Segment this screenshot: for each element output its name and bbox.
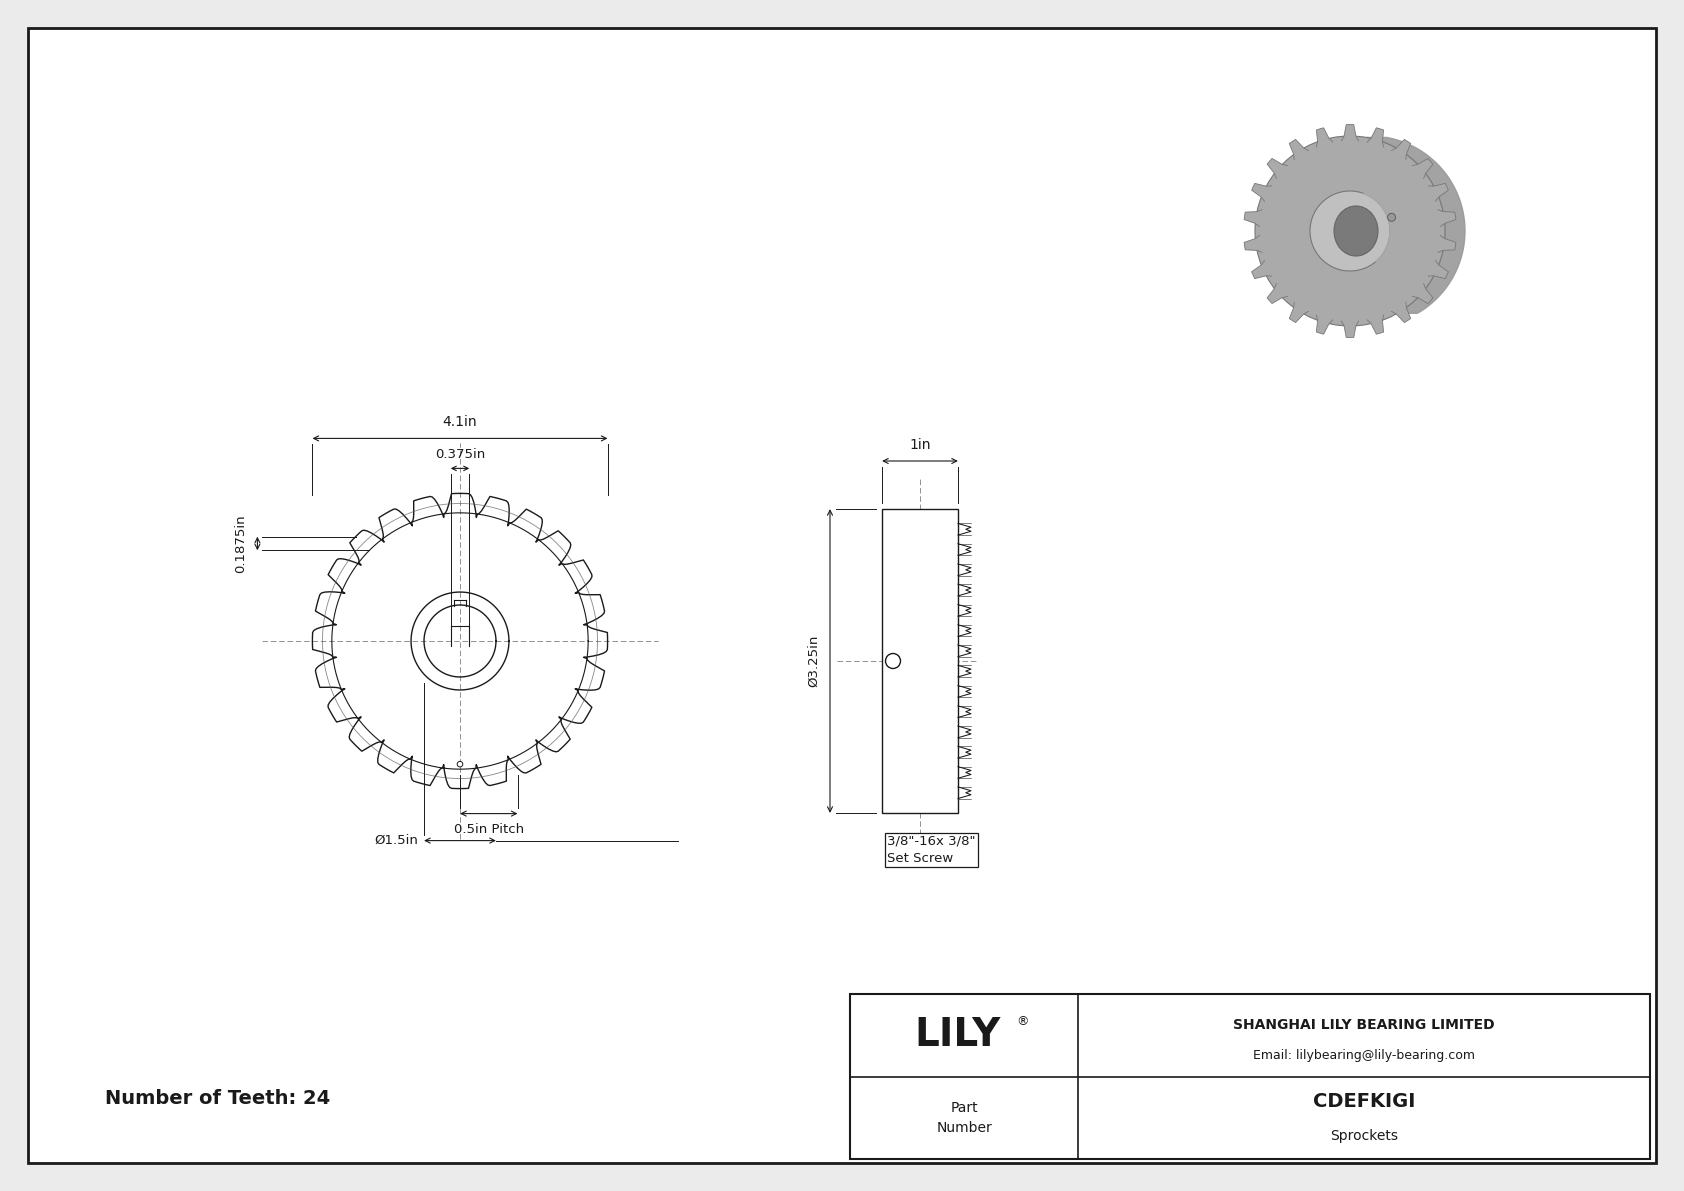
- Text: Ø1.5in: Ø1.5in: [374, 834, 418, 847]
- Polygon shape: [1317, 127, 1332, 146]
- Text: 0.5in Pitch: 0.5in Pitch: [453, 823, 524, 836]
- Polygon shape: [1438, 210, 1457, 226]
- Polygon shape: [1290, 139, 1308, 160]
- Circle shape: [1388, 213, 1396, 222]
- Polygon shape: [1266, 283, 1288, 304]
- Polygon shape: [1367, 127, 1384, 146]
- Bar: [850, 994, 1650, 1159]
- Polygon shape: [1244, 210, 1261, 226]
- Polygon shape: [1413, 283, 1433, 304]
- Text: Number of Teeth: 24: Number of Teeth: 24: [104, 1090, 330, 1109]
- Polygon shape: [1391, 303, 1411, 323]
- Text: Sprockets: Sprockets: [1330, 1129, 1398, 1143]
- Polygon shape: [1317, 316, 1332, 335]
- Polygon shape: [1438, 236, 1457, 252]
- Polygon shape: [1428, 261, 1448, 279]
- Polygon shape: [1413, 158, 1433, 179]
- Text: SHANGHAI LILY BEARING LIMITED: SHANGHAI LILY BEARING LIMITED: [1233, 1018, 1495, 1033]
- Polygon shape: [1244, 236, 1261, 252]
- Polygon shape: [1366, 137, 1465, 313]
- Text: Ø3.25in: Ø3.25in: [807, 635, 820, 687]
- Circle shape: [1310, 191, 1389, 272]
- Polygon shape: [1367, 316, 1384, 335]
- Text: 1in: 1in: [909, 438, 931, 453]
- Text: 0.375in: 0.375in: [434, 448, 485, 461]
- Circle shape: [886, 654, 901, 668]
- Polygon shape: [1266, 158, 1288, 179]
- Text: 0.1875in: 0.1875in: [234, 515, 248, 573]
- Text: 4.1in: 4.1in: [443, 416, 477, 430]
- Ellipse shape: [1334, 206, 1378, 256]
- Circle shape: [456, 761, 463, 767]
- Polygon shape: [1251, 261, 1271, 279]
- Text: Email: lilybearing@lily-bearing.com: Email: lilybearing@lily-bearing.com: [1253, 1048, 1475, 1061]
- Polygon shape: [1364, 193, 1403, 262]
- Text: CDEFKIGI: CDEFKIGI: [1314, 1092, 1415, 1111]
- Text: Part
Number: Part Number: [936, 1100, 992, 1135]
- Text: ®: ®: [1015, 1015, 1029, 1028]
- Polygon shape: [1290, 303, 1308, 323]
- Circle shape: [1255, 136, 1445, 326]
- Text: 3/8"-16x 3/8"
Set Screw: 3/8"-16x 3/8" Set Screw: [887, 835, 975, 865]
- Text: LILY: LILY: [914, 1016, 1000, 1054]
- Polygon shape: [1428, 183, 1448, 201]
- Polygon shape: [1391, 139, 1411, 160]
- Polygon shape: [1251, 183, 1271, 201]
- Bar: [882, 509, 958, 813]
- Polygon shape: [1342, 322, 1359, 337]
- Polygon shape: [1342, 125, 1359, 141]
